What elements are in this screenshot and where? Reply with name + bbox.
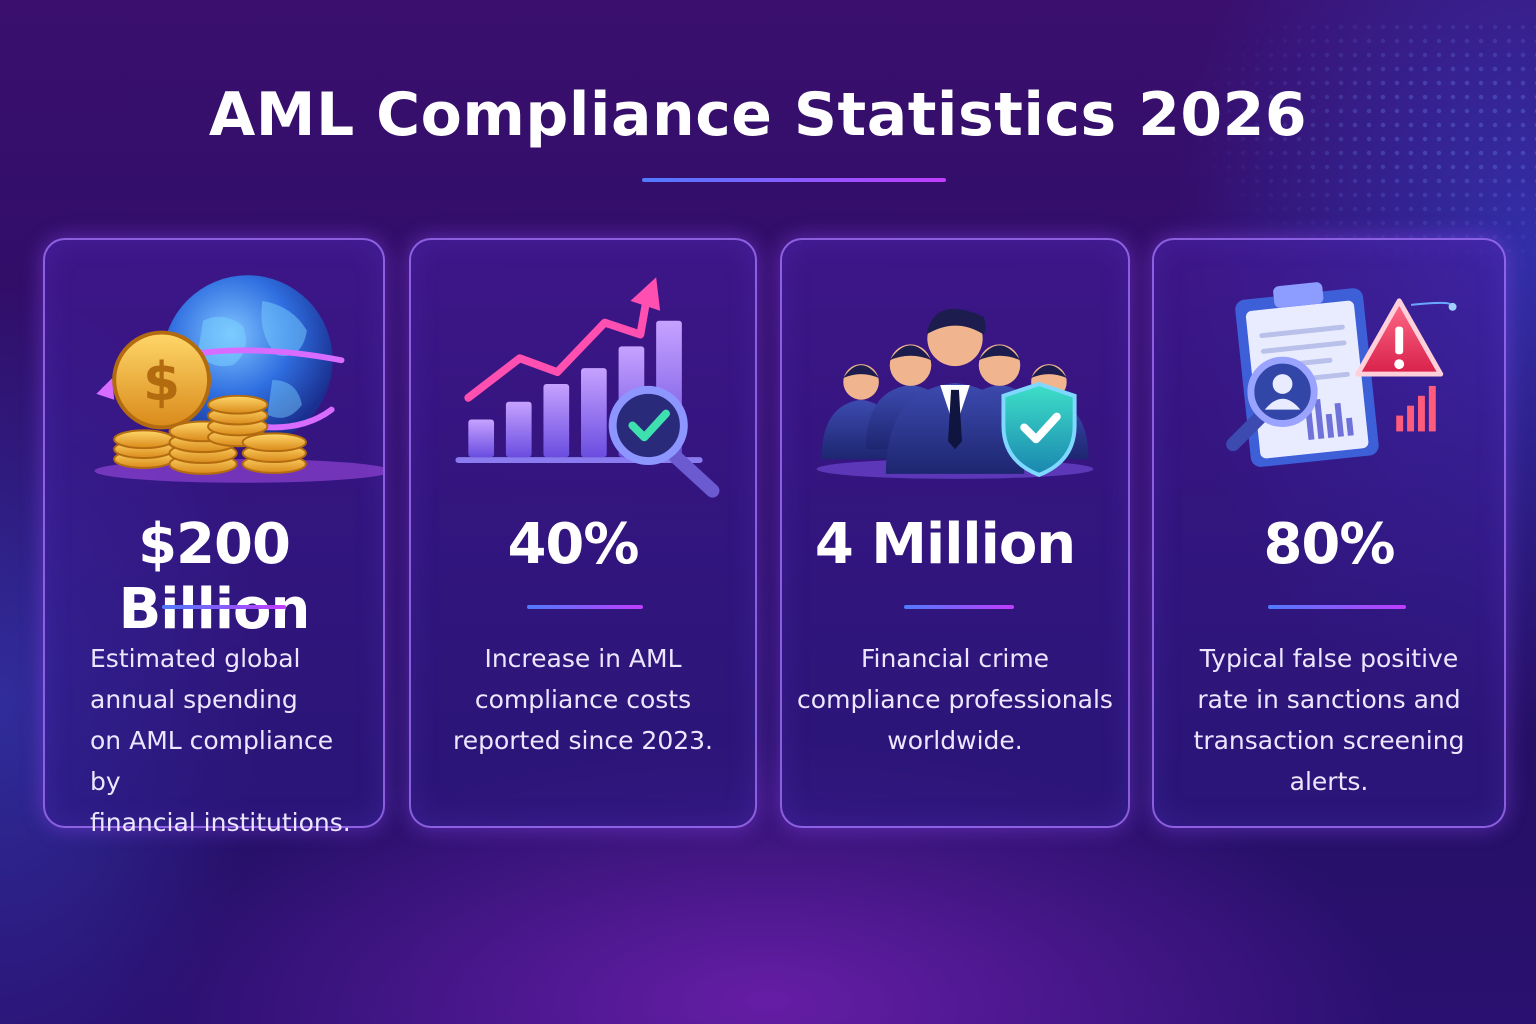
stat-description: Increase in AML compliance costs reporte… [435, 638, 731, 761]
title-underline [642, 178, 946, 182]
stat-description: Financial crime compliance professionals… [792, 638, 1118, 761]
stat-value: 80% [1263, 512, 1395, 577]
description-line: Increase in AML [484, 644, 682, 673]
value-divider [162, 605, 286, 609]
description-line: Financial crime [860, 644, 1050, 673]
description-line: Estimated global [90, 644, 301, 673]
stat-description: Typical false positive rate in sanctions… [1164, 638, 1494, 802]
professionals-shield-icon [816, 309, 1094, 479]
globe-coins-icon: $ [94, 275, 383, 483]
value-divider [1268, 605, 1406, 609]
page-title: AML Compliance Statistics 2026 [208, 80, 1308, 150]
rising-chart-magnifier-icon [455, 277, 720, 498]
stat-description: Estimated global annual spending on AML … [90, 638, 363, 843]
stat-card-spending: $ $200 Billion Estimated global annual s… [43, 238, 385, 837]
description-line: rate in sanctions and [1197, 685, 1461, 714]
description-line: reported since 2023. [452, 726, 713, 755]
stat-value: 40% [507, 512, 639, 577]
stat-value: 4 Million [814, 512, 1076, 577]
description-line: alerts. [1289, 767, 1369, 796]
value-divider [904, 605, 1014, 609]
stat-card-false-positives: 80% Typical false positive rate in sanct… [1152, 238, 1506, 828]
value-divider [527, 605, 643, 609]
clipboard-alert-icon [1226, 282, 1457, 467]
description-line: compliance professionals [797, 685, 1113, 714]
description-line: Typical false positive [1199, 644, 1459, 673]
svg-text:$: $ [143, 350, 180, 413]
stat-card-cost-increase: 40% Increase in AML compliance costs rep… [409, 238, 757, 828]
description-line: worldwide. [887, 726, 1023, 755]
stat-card-professionals: 4 Million Financial crime compliance pro… [780, 238, 1130, 828]
description-line: transaction screening [1193, 726, 1465, 755]
description-line: annual spending [90, 685, 298, 714]
background-dot-pattern [1180, 20, 1536, 280]
description-line: on AML compliance by [90, 726, 334, 796]
description-line: financial institutions. [90, 808, 351, 837]
stat-value: $200 Billion [118, 512, 311, 642]
description-line: compliance costs [474, 685, 692, 714]
